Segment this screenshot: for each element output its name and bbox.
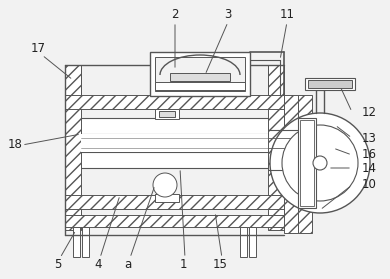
Text: 14: 14 <box>362 162 377 174</box>
Text: 1: 1 <box>179 259 187 271</box>
Bar <box>284 95 298 233</box>
Text: 18: 18 <box>7 138 23 151</box>
Bar <box>268 65 284 230</box>
Bar <box>155 109 179 119</box>
Text: 16: 16 <box>362 148 377 162</box>
Bar <box>308 80 352 88</box>
Bar <box>155 57 245 91</box>
Bar <box>240 227 247 257</box>
Bar <box>73 227 80 257</box>
Circle shape <box>313 156 327 170</box>
Bar <box>155 82 245 90</box>
Bar <box>150 52 250 96</box>
Text: 3: 3 <box>224 8 232 20</box>
Text: 10: 10 <box>362 179 377 191</box>
Text: 2: 2 <box>171 8 179 20</box>
Bar <box>298 95 312 233</box>
Text: 12: 12 <box>362 105 377 119</box>
Bar <box>81 134 268 152</box>
Text: 4: 4 <box>94 259 102 271</box>
Bar <box>159 111 175 117</box>
Bar <box>65 65 81 230</box>
Circle shape <box>153 173 177 197</box>
Bar <box>81 152 268 168</box>
Bar <box>305 78 355 90</box>
Text: 11: 11 <box>280 8 294 20</box>
Bar <box>249 227 256 257</box>
Text: a: a <box>124 259 132 271</box>
Bar <box>65 95 285 109</box>
Text: 5: 5 <box>54 259 62 271</box>
Text: 15: 15 <box>213 259 227 271</box>
Circle shape <box>270 113 370 213</box>
Bar <box>65 215 285 227</box>
Text: 13: 13 <box>362 131 377 145</box>
Bar <box>81 118 268 134</box>
Bar <box>170 73 230 81</box>
Text: 17: 17 <box>30 42 46 54</box>
Bar <box>82 227 89 257</box>
Circle shape <box>282 125 358 201</box>
Bar <box>65 195 285 209</box>
Bar <box>300 120 314 206</box>
Bar <box>298 118 316 208</box>
Bar <box>155 194 179 202</box>
